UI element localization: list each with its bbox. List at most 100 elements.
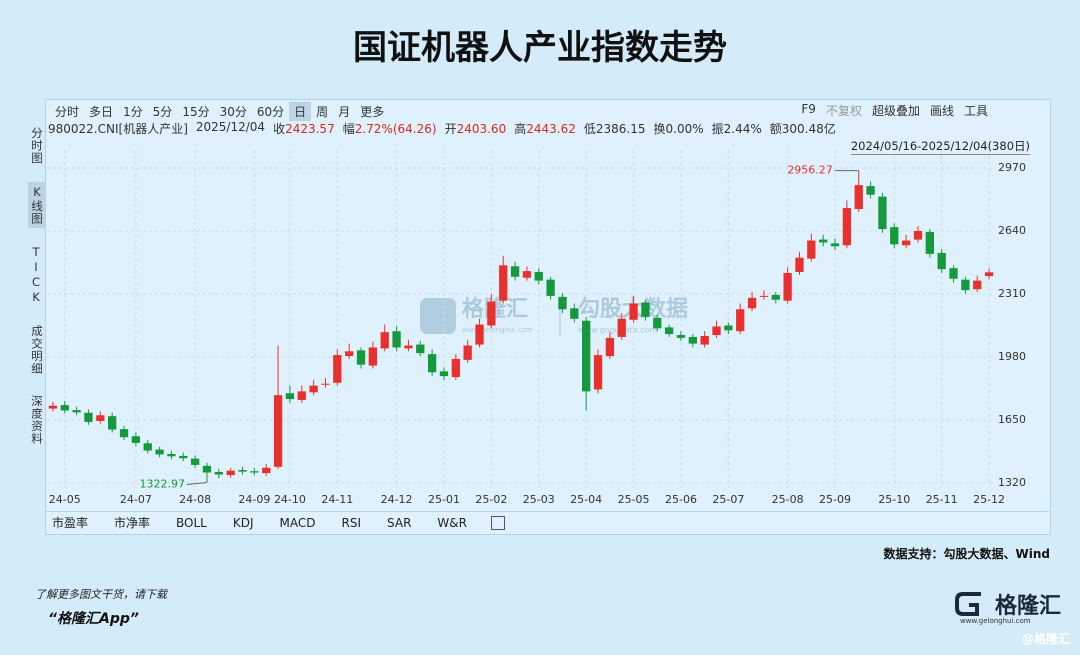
quote-label: 高 [514,122,527,136]
candle-body [747,297,757,309]
quote-label: 低 [583,122,596,136]
sidebar-tab[interactable]: 分时图 [30,127,44,165]
candle-body [380,332,389,349]
quote-label: 收 [273,122,286,136]
candle-body [262,467,271,474]
quote-label: 额 [769,122,782,136]
period-button[interactable]: 1分 [123,105,143,119]
x-tick-label: 25-11 [926,493,958,506]
y-tick-label: 2640 [998,224,1026,237]
quote-label: 振 [711,122,724,136]
period-button[interactable]: 月 [338,105,351,119]
quote-value: 2.72%(64.26) [354,122,437,136]
candle-body [901,240,911,246]
period-button[interactable]: 5分 [152,105,173,119]
candle-body [226,470,235,476]
candle-body [250,471,259,473]
quote-item: 振2.44% [712,120,762,137]
date-range[interactable]: 2024/05/16-2025/12/04(380日) [850,139,1030,155]
indicator-tab[interactable]: KDJ [232,515,254,530]
y-tick-label: 1980 [998,350,1026,363]
sidebar-tab[interactable]: 成交明细 [30,324,44,375]
period-button[interactable]: 日 [289,102,312,121]
indicator-tab[interactable]: MACD [279,515,316,530]
tool-button[interactable]: 工具 [963,104,988,118]
period-button[interactable]: 更多 [360,105,385,119]
candle-body [546,279,555,296]
logo-text: 格隆汇 [995,594,1062,619]
add-tab[interactable] [490,515,505,530]
candle-body [333,355,342,383]
x-tick-label: 25-10 [878,493,910,506]
quote-item: 低2386.15 [584,120,646,137]
candle-body [416,344,425,354]
candle-body [819,239,828,243]
candle-body [202,465,212,473]
candle-body [771,294,780,300]
indicator-tab[interactable]: 市净率 [114,516,151,530]
candle-body [807,240,816,259]
period-button[interactable]: 30分 [219,105,247,119]
candle-body [108,416,117,430]
period-button[interactable]: 周 [316,105,329,119]
candle-body [925,231,934,254]
quote-value: 0.00% [665,122,704,136]
x-tick-label: 25-08 [772,493,804,506]
x-tick-label: 24-07 [120,493,152,506]
indicator-tab[interactable]: BOLL [176,515,207,530]
period-button[interactable]: 60分 [256,105,285,119]
tool-button[interactable]: 画线 [929,104,954,118]
page-title: 国证机器人产业指数走势 [353,28,727,68]
candle-body [522,271,532,278]
candle-body [60,405,69,411]
candle-body [179,455,188,459]
candle-body [534,272,543,281]
tool-button[interactable]: F9 [801,102,816,116]
logo-icon [955,592,981,616]
sidebar: 分时图 K线图 TICK 成交明细深度资料 [28,124,46,462]
quote-label: 换 [653,122,666,136]
candle-body [582,320,591,392]
candle-body [736,309,745,332]
chart-panel [45,99,1051,535]
x-tick-label: 24-05 [49,493,81,506]
tool-button[interactable]: 不复权 [825,104,862,118]
y-tick-label: 2310 [998,287,1026,300]
y-tick-label: 1650 [998,413,1026,426]
x-tick-label: 25-12 [973,493,1005,506]
sidebar-tab[interactable]: K线图 [28,181,46,228]
watermark-text: www.gelonghui.com [462,326,533,334]
candle-body [321,383,330,385]
candle-body [155,449,164,455]
indicator-tab[interactable]: SAR [387,515,412,530]
indicator-tab[interactable]: W&R [437,515,467,530]
candle-body [404,345,413,349]
quote-label: 幅 [342,122,355,136]
sidebar-tab[interactable]: 深度资料 [30,394,44,445]
candle-body [392,331,401,348]
x-tick-label: 25-02 [475,493,507,506]
tool-button[interactable]: 超级叠加 [871,104,920,118]
candle-body [842,208,852,246]
candle-body [499,265,508,301]
index-code: 980022.CNI[机器人产业] [48,122,188,136]
indicator-tab[interactable]: RSI [341,515,362,530]
period-button[interactable]: 多日 [89,105,114,119]
period-button[interactable]: 分时 [55,105,80,119]
watermark-handle: @格隆汇 [1021,632,1070,646]
sidebar-tab[interactable]: TICK [29,244,43,305]
indicator-tab[interactable]: 市盈率 [52,516,89,530]
footer-note: 了解更多图文干货，请下载 [35,588,167,601]
candle-body [664,327,674,335]
period-bar: 分时 多日 1分 5分 15分 30分 60分日周月更多 [50,102,389,121]
candle-body [297,391,306,400]
candle-body [890,227,899,245]
candle-body [759,295,769,297]
candle-body [463,345,472,360]
x-tick-label: 24-09 [238,493,270,506]
period-button[interactable]: 15分 [182,105,210,119]
x-tick-label: 25-09 [819,493,851,506]
x-tick-label: 25-05 [618,493,650,506]
